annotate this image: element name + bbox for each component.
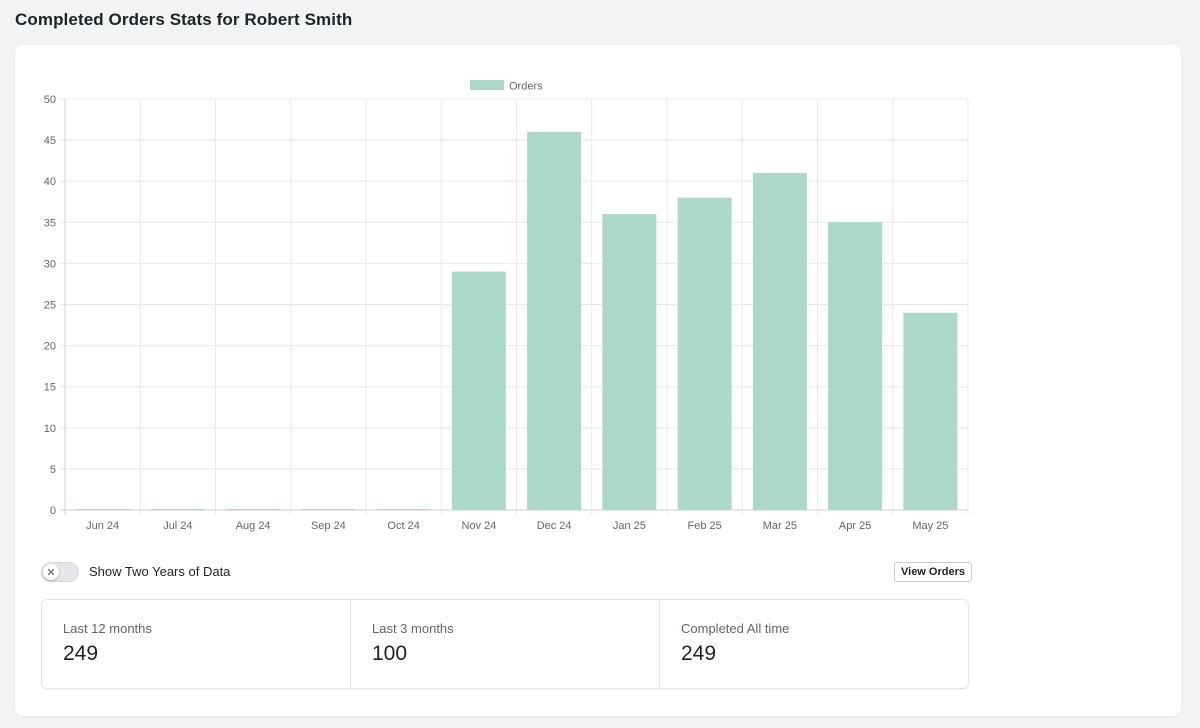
stats-summary: Last 12 months 249 Last 3 months 100 Com… xyxy=(41,599,969,689)
y-tick-label: 10 xyxy=(44,423,56,435)
bar-nov-24 xyxy=(451,271,506,510)
bar-oct-24 xyxy=(376,509,431,510)
bar-jul-24 xyxy=(150,509,205,510)
view-orders-button[interactable]: View Orders xyxy=(894,562,972,582)
bar-apr-25 xyxy=(828,222,883,511)
page-title: Completed Orders Stats for Robert Smith xyxy=(15,10,353,29)
x-tick-label: Jul 24 xyxy=(163,520,192,532)
y-tick-label: 20 xyxy=(44,341,56,353)
bar-may-25 xyxy=(903,312,958,510)
stat-completed-all-time: Completed All time 249 xyxy=(660,600,968,688)
bar-jun-24 xyxy=(75,509,130,510)
x-tick-label: Mar 25 xyxy=(763,520,797,532)
y-tick-label: 25 xyxy=(44,300,56,312)
stat-value: 100 xyxy=(372,642,408,665)
y-tick-label: 15 xyxy=(44,382,56,394)
toggle-label: Show Two Years of Data xyxy=(89,564,231,579)
x-tick-label: Nov 24 xyxy=(461,520,496,532)
y-tick-label: 45 xyxy=(44,135,56,147)
stat-label: Last 12 months xyxy=(63,621,152,636)
x-tick-label: Jun 24 xyxy=(86,520,119,532)
x-tick-label: Dec 24 xyxy=(537,520,572,532)
bar-mar-25 xyxy=(752,172,807,510)
orders-bar-chart: 0 5 10 15 20 25 30 35 40 45 50 Jun 24 Jul 24 Aug 24 Se… xyxy=(44,80,969,532)
stat-value: 249 xyxy=(63,642,99,665)
stat-last-12-months: Last 12 months 249 xyxy=(42,600,351,688)
bar-jan-25 xyxy=(602,214,657,510)
y-tick-label: 40 xyxy=(44,176,56,188)
stats-card: 0 5 10 15 20 25 30 35 40 45 50 Jun 24 Jul 24 Aug 24 Se… xyxy=(15,45,1181,716)
x-icon xyxy=(47,568,55,576)
toggle-knob xyxy=(43,564,59,580)
x-tick-label: Aug 24 xyxy=(236,520,271,532)
x-tick-label: Feb 25 xyxy=(688,520,722,532)
x-tick-label: Oct 24 xyxy=(387,520,419,532)
bar-aug-24 xyxy=(226,509,281,510)
x-tick-label: Jan 25 xyxy=(613,520,646,532)
stat-value: 249 xyxy=(681,642,717,665)
stat-label: Last 3 months xyxy=(372,621,454,636)
bar-feb-25 xyxy=(677,197,732,510)
x-tick-label: Apr 25 xyxy=(839,520,871,532)
y-tick-label: 0 xyxy=(50,505,56,517)
x-tick-label: May 25 xyxy=(912,520,948,532)
two-years-toggle[interactable] xyxy=(41,562,79,582)
y-tick-label: 35 xyxy=(44,217,56,229)
bar-sep-24 xyxy=(301,509,356,510)
y-tick-label: 5 xyxy=(50,464,56,476)
y-tick-label: 30 xyxy=(44,258,56,270)
y-tick-label: 50 xyxy=(44,94,56,106)
stat-label: Completed All time xyxy=(681,621,790,636)
x-tick-label: Sep 24 xyxy=(311,520,346,532)
legend-label: Orders xyxy=(509,81,543,93)
stat-last-3-months: Last 3 months 100 xyxy=(351,600,660,688)
legend-swatch xyxy=(470,80,504,90)
bar-dec-24 xyxy=(527,131,582,510)
